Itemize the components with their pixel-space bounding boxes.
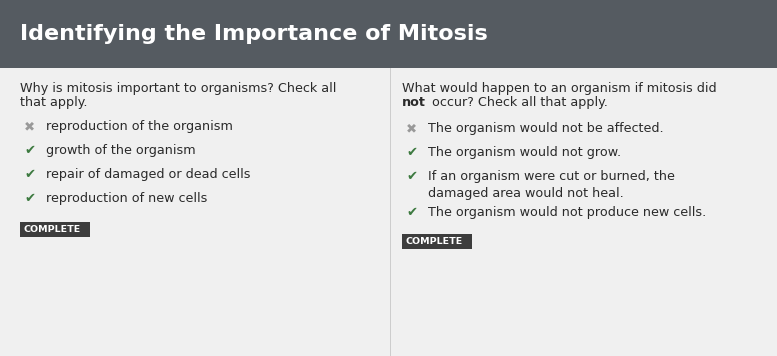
Text: COMPLETE: COMPLETE <box>24 225 82 234</box>
Text: The organism would not be affected.: The organism would not be affected. <box>428 122 664 135</box>
Text: not: not <box>402 96 426 109</box>
Text: The organism would not produce new cells.: The organism would not produce new cells… <box>428 206 706 219</box>
Text: ✖: ✖ <box>406 122 417 135</box>
Text: Identifying the Importance of Mitosis: Identifying the Importance of Mitosis <box>20 24 488 44</box>
Text: ✔: ✔ <box>24 144 35 157</box>
FancyBboxPatch shape <box>20 222 90 237</box>
FancyBboxPatch shape <box>0 0 777 68</box>
Text: ✖: ✖ <box>24 120 35 133</box>
Text: Why is mitosis important to organisms? Check all: Why is mitosis important to organisms? C… <box>20 82 336 95</box>
Text: ✔: ✔ <box>24 168 35 181</box>
Text: COMPLETE: COMPLETE <box>406 237 463 246</box>
Text: reproduction of the organism: reproduction of the organism <box>46 120 233 133</box>
Text: occur? Check all that apply.: occur? Check all that apply. <box>428 96 608 109</box>
Text: If an organism were cut or burned, the
damaged area would not heal.: If an organism were cut or burned, the d… <box>428 170 675 200</box>
Text: ✔: ✔ <box>24 192 35 205</box>
FancyBboxPatch shape <box>402 234 472 249</box>
Text: ✔: ✔ <box>406 146 417 159</box>
Text: ✔: ✔ <box>406 206 417 219</box>
Text: that apply.: that apply. <box>20 96 88 109</box>
Text: ✔: ✔ <box>406 170 417 183</box>
Text: The organism would not grow.: The organism would not grow. <box>428 146 621 159</box>
Text: repair of damaged or dead cells: repair of damaged or dead cells <box>46 168 250 181</box>
Text: growth of the organism: growth of the organism <box>46 144 196 157</box>
Text: What would happen to an organism if mitosis did: What would happen to an organism if mito… <box>402 82 716 95</box>
Text: reproduction of new cells: reproduction of new cells <box>46 192 207 205</box>
